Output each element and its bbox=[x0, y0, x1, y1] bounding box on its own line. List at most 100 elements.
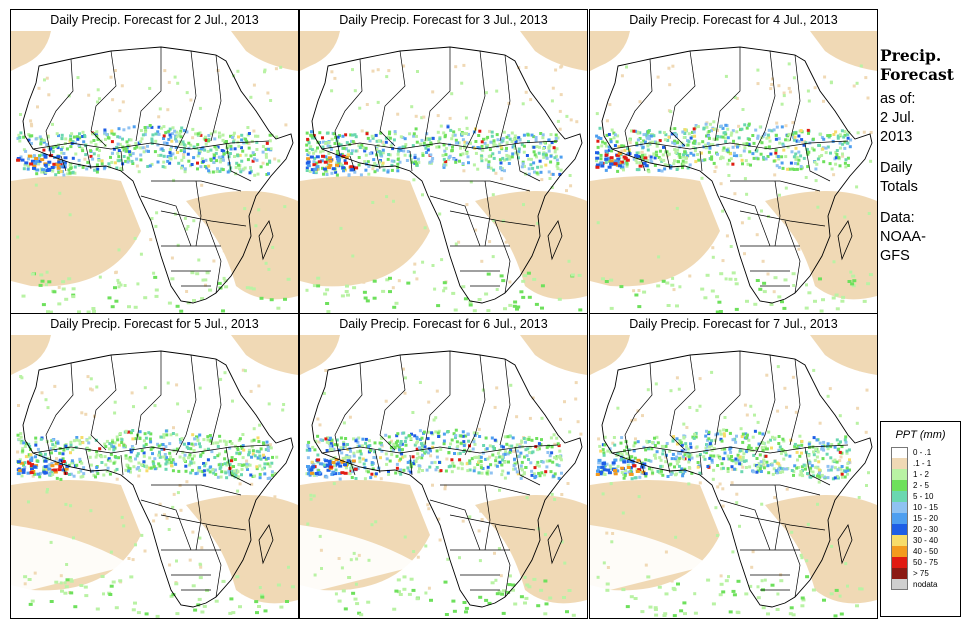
precip-cell bbox=[417, 160, 421, 164]
country-border bbox=[714, 351, 741, 446]
precip-cell bbox=[394, 589, 399, 593]
precip-cell bbox=[53, 468, 58, 472]
precip-cell bbox=[370, 472, 374, 476]
precip-cell bbox=[683, 467, 687, 471]
precip-cell bbox=[689, 151, 693, 155]
precip-cell bbox=[429, 153, 433, 157]
precip-cell bbox=[171, 593, 176, 597]
precip-cell bbox=[330, 137, 334, 141]
precip-cell bbox=[559, 93, 563, 97]
precip-cell bbox=[99, 455, 103, 459]
precip-cell bbox=[218, 467, 222, 471]
precip-cell bbox=[765, 136, 769, 140]
precip-cell bbox=[530, 473, 534, 477]
precip-cell bbox=[841, 154, 845, 158]
precip-cell bbox=[322, 172, 325, 176]
precip-cell bbox=[133, 601, 137, 605]
precip-cell bbox=[774, 469, 778, 473]
precip-cell bbox=[385, 195, 389, 199]
precip-cell bbox=[34, 159, 39, 163]
precip-map-1 bbox=[10, 31, 299, 315]
precip-cell bbox=[749, 404, 753, 408]
precip-cell bbox=[364, 437, 368, 441]
precip-cell bbox=[829, 592, 834, 596]
precip-cell bbox=[374, 163, 378, 167]
precip-cell bbox=[339, 446, 343, 450]
precip-cell bbox=[250, 455, 253, 459]
precip-cell bbox=[29, 119, 33, 123]
precip-cell bbox=[773, 459, 777, 463]
precip-cell bbox=[176, 402, 180, 406]
precip-cell bbox=[162, 134, 166, 138]
precip-cell bbox=[509, 383, 513, 387]
precip-cell bbox=[399, 472, 403, 476]
precip-cell bbox=[158, 107, 162, 111]
country-border bbox=[210, 358, 222, 446]
precip-cell bbox=[869, 131, 873, 134]
precip-cell bbox=[790, 530, 794, 534]
precip-cell bbox=[390, 159, 394, 163]
precip-cell bbox=[210, 450, 214, 454]
precip-cell bbox=[240, 245, 244, 249]
legend-label: nodata bbox=[913, 580, 938, 589]
precip-cell bbox=[815, 455, 819, 459]
precip-cell bbox=[96, 167, 100, 171]
precip-cell bbox=[843, 133, 847, 137]
precip-cell bbox=[28, 602, 33, 606]
precip-cell bbox=[563, 561, 567, 565]
precip-cell bbox=[381, 140, 384, 144]
precip-cell bbox=[67, 200, 71, 204]
precip-cell bbox=[122, 524, 126, 528]
precip-cell bbox=[346, 448, 350, 451]
precip-cell bbox=[241, 444, 245, 448]
precip-cell bbox=[403, 145, 407, 149]
precip-cell bbox=[267, 402, 271, 406]
precip-cell bbox=[556, 167, 560, 171]
precip-cell bbox=[819, 309, 824, 313]
precip-cell bbox=[776, 409, 780, 413]
precip-cell bbox=[788, 612, 793, 616]
precip-cell bbox=[632, 464, 637, 468]
precip-cell bbox=[173, 75, 177, 79]
precip-cell bbox=[711, 143, 715, 147]
precip-cell bbox=[454, 242, 458, 246]
precip-cell bbox=[538, 145, 541, 149]
precip-cell bbox=[22, 463, 26, 467]
precip-cell bbox=[139, 252, 143, 256]
precip-cell bbox=[646, 142, 650, 146]
precip-cell bbox=[270, 470, 274, 474]
precip-cell bbox=[722, 432, 726, 436]
precip-cell bbox=[206, 458, 210, 462]
precip-cell bbox=[344, 437, 348, 440]
precip-cell bbox=[856, 131, 860, 135]
precip-cell bbox=[752, 470, 756, 474]
precip-cell bbox=[689, 136, 693, 140]
precip-cell bbox=[806, 539, 810, 543]
precip-cell bbox=[735, 154, 739, 158]
precip-cell bbox=[465, 126, 469, 130]
precip-cell bbox=[177, 469, 181, 473]
precip-cell bbox=[139, 146, 143, 150]
precip-cell bbox=[492, 168, 496, 172]
precip-cell bbox=[784, 186, 788, 190]
precip-cell bbox=[312, 163, 317, 167]
precip-cell bbox=[492, 156, 496, 160]
precip-cell bbox=[675, 206, 679, 210]
precip-cell bbox=[647, 458, 651, 462]
precip-cell bbox=[453, 308, 458, 312]
precip-cell bbox=[498, 488, 501, 492]
precip-cell bbox=[540, 416, 544, 420]
precip-cell bbox=[43, 459, 48, 463]
precip-cell bbox=[683, 128, 687, 132]
precip-cell bbox=[543, 579, 548, 583]
precip-cell bbox=[601, 277, 605, 281]
precip-cell bbox=[397, 446, 401, 450]
precip-cell bbox=[305, 148, 309, 152]
precip-cell bbox=[256, 456, 260, 460]
precip-cell bbox=[841, 152, 844, 156]
precip-cell bbox=[87, 441, 91, 445]
precip-cell bbox=[154, 294, 159, 298]
precip-cell bbox=[234, 172, 238, 176]
precip-cell bbox=[756, 157, 760, 161]
precip-cell bbox=[832, 286, 836, 290]
